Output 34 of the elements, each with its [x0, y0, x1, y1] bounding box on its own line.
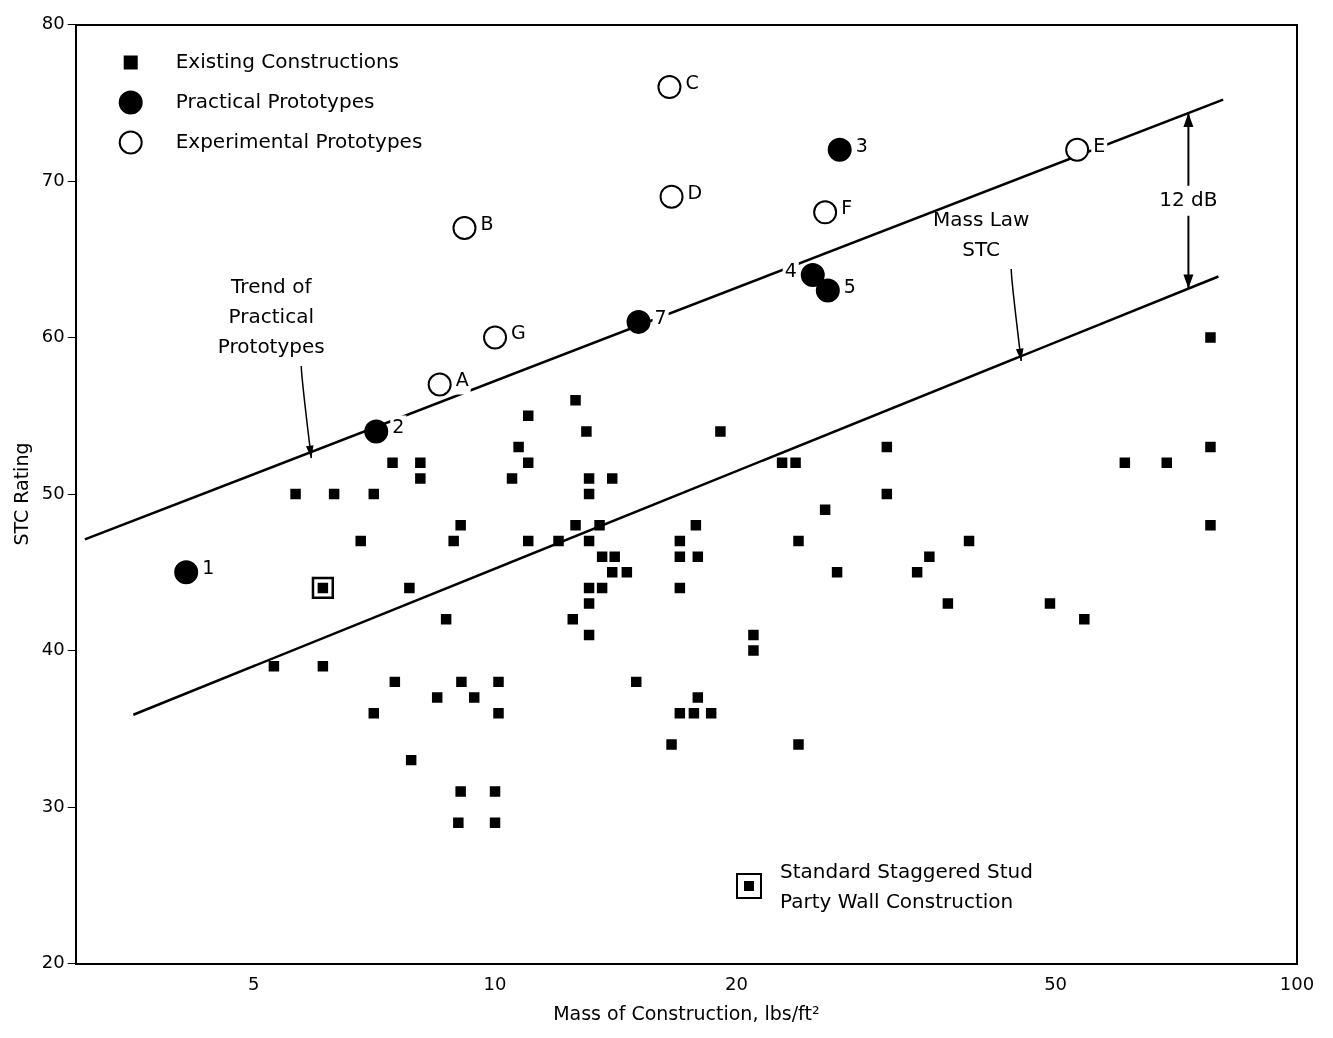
- annotation: 1: [202, 556, 215, 579]
- annotation: C: [685, 71, 699, 94]
- x-tick-label: 10: [483, 973, 507, 995]
- legend-label: Practical Prototypes: [175, 88, 375, 113]
- annotation: G: [511, 321, 526, 344]
- y-tick-label: 70: [41, 168, 65, 190]
- annotation: 12 dB: [1159, 187, 1218, 212]
- annotation: 5: [843, 274, 856, 297]
- annotation: Mass Law STC: [932, 207, 1030, 262]
- y-tick-label: 40: [41, 638, 65, 660]
- x-tick-label: 50: [1044, 973, 1068, 995]
- annotation: D: [687, 180, 703, 203]
- annotation: 2: [392, 415, 405, 438]
- annotation: Trend of Practical Prototypes: [217, 274, 325, 359]
- annotation: E: [1093, 133, 1106, 156]
- x-tick-label: 100: [1279, 973, 1315, 995]
- x-axis-title: Mass of Construction, lbs/ft²: [553, 1001, 820, 1024]
- legend-label: Existing Constructions: [175, 48, 400, 73]
- annotation: 3: [855, 133, 868, 156]
- annotation: F: [841, 196, 853, 219]
- y-axis-title: STC Rating: [10, 442, 33, 546]
- x-tick-label: 5: [247, 973, 260, 995]
- y-tick-label: 30: [41, 794, 65, 816]
- annotation: 4: [784, 258, 797, 281]
- y-tick-label: 80: [41, 12, 65, 34]
- annotation: Standard Staggered Stud Party Wall Construction: [780, 858, 1034, 915]
- y-tick-label: 20: [41, 951, 65, 973]
- annotation: B: [480, 211, 494, 234]
- legend-label: Experimental Prototypes: [175, 128, 423, 153]
- y-tick-label: 60: [41, 325, 65, 347]
- x-tick-label: 20: [725, 973, 748, 995]
- y-tick-label: 50: [41, 481, 65, 503]
- annotation: 7: [654, 305, 667, 328]
- annotation: A: [455, 368, 469, 391]
